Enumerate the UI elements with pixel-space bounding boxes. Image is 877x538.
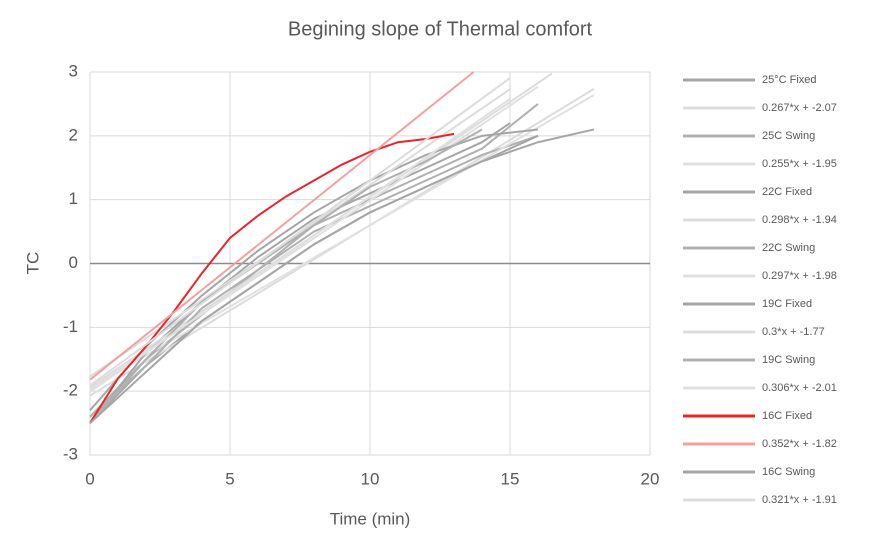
series-line bbox=[89, 128, 539, 411]
legend-label: 0.3*x + -1.77 bbox=[762, 326, 825, 338]
series-line bbox=[89, 77, 511, 387]
chart-title: Begining slope of Thermal comfort bbox=[288, 18, 593, 40]
legend-label: 19C Fixed bbox=[762, 298, 812, 310]
legend-label: 0.298*x + -1.94 bbox=[762, 214, 837, 226]
legend-label: 0.321*x + -1.91 bbox=[762, 494, 837, 506]
legend-label: 25C Swing bbox=[762, 130, 815, 142]
legend-label: 16C Fixed bbox=[762, 410, 812, 422]
y-tick-label: -2 bbox=[63, 381, 78, 400]
legend-label: 0.297*x + -1.98 bbox=[762, 270, 837, 282]
series-line bbox=[89, 128, 595, 424]
series-line bbox=[89, 122, 511, 424]
x-tick-label: 15 bbox=[501, 469, 520, 488]
series-line bbox=[89, 94, 595, 389]
legend-label: 0.352*x + -1.82 bbox=[762, 438, 837, 450]
x-axis-label: Time (min) bbox=[330, 509, 411, 528]
legend-label: 0.267*x + -2.07 bbox=[762, 102, 837, 114]
legend-label: 22C Swing bbox=[762, 242, 815, 254]
series-line bbox=[89, 71, 475, 381]
series-line bbox=[89, 134, 539, 418]
series-line bbox=[89, 134, 539, 424]
legend-label: 16C Swing bbox=[762, 466, 815, 478]
legend-label: 22C Fixed bbox=[762, 186, 812, 198]
y-axis-label: TC bbox=[23, 252, 42, 275]
x-tick-label: 20 bbox=[641, 469, 660, 488]
legend-label: 0.306*x + -2.01 bbox=[762, 382, 837, 394]
y-tick-label: 0 bbox=[69, 253, 78, 272]
y-tick-label: 1 bbox=[69, 189, 78, 208]
y-tick-label: 2 bbox=[69, 125, 78, 144]
series-line bbox=[89, 97, 511, 393]
x-tick-label: 0 bbox=[85, 469, 94, 488]
x-tick-label: 10 bbox=[361, 469, 380, 488]
y-tick-label: -3 bbox=[63, 444, 78, 463]
legend-label: 0.255*x + -1.95 bbox=[762, 158, 837, 170]
y-tick-label: 3 bbox=[69, 61, 78, 80]
legend-label: 19C Swing bbox=[762, 354, 815, 366]
x-tick-label: 5 bbox=[225, 469, 234, 488]
series-line bbox=[89, 128, 483, 424]
y-tick-label: -1 bbox=[63, 317, 78, 336]
legend-label: 25°C Fixed bbox=[762, 74, 817, 86]
